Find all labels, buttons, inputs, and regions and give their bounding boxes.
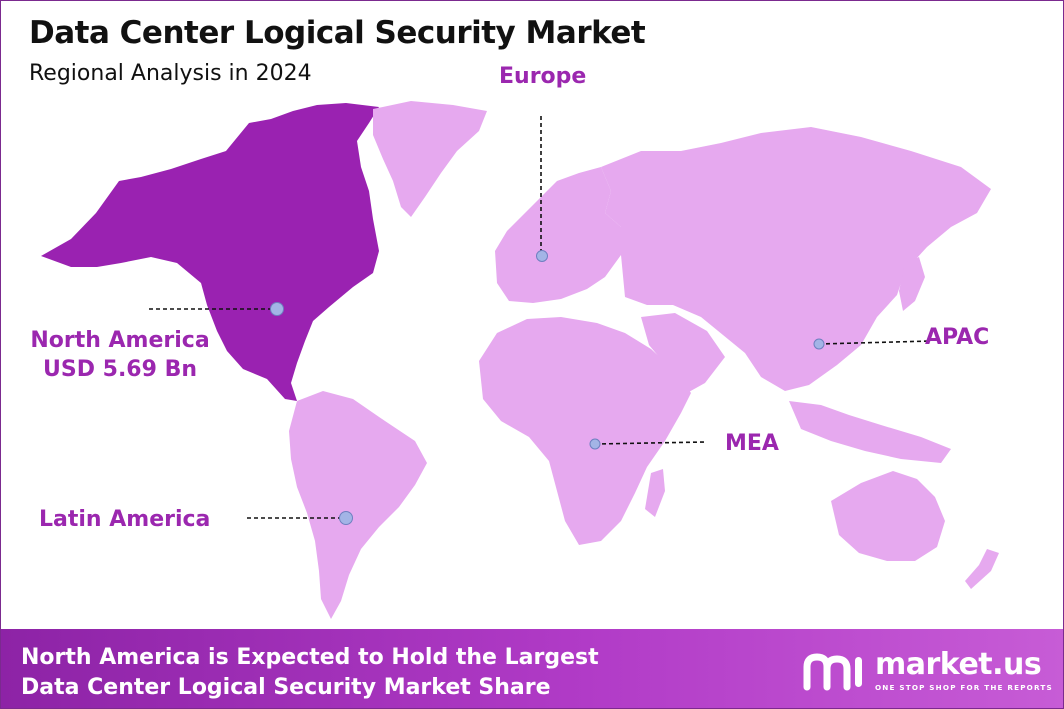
mea-marker	[589, 438, 601, 450]
region-label-mea: MEA	[725, 429, 779, 458]
mea-name: MEA	[725, 431, 779, 456]
asia-shape	[601, 127, 991, 391]
region-label-north-america: North America USD 5.69 Bn	[25, 326, 215, 384]
market-us-logo: market.us ONE STOP SHOP FOR THE REPORTS	[801, 647, 1053, 697]
latin-america-name: Latin America	[39, 507, 211, 532]
europe-marker	[536, 250, 548, 262]
new-zealand-shape	[965, 549, 999, 589]
footer-line-2: Data Center Logical Security Market Shar…	[21, 675, 551, 700]
footer-text: North America is Expected to Hold the La…	[21, 643, 599, 703]
latin-america-marker	[339, 511, 353, 525]
madagascar-shape	[645, 469, 665, 517]
page-title: Data Center Logical Security Market	[29, 15, 646, 51]
north-america-shape	[41, 103, 379, 401]
logo-wordmark: market.us	[875, 647, 1042, 682]
greenland-shape	[373, 101, 487, 217]
europe-name: Europe	[499, 64, 587, 89]
logo-tagline: ONE STOP SHOP FOR THE REPORTS	[875, 683, 1053, 692]
region-label-apac: APAC	[925, 323, 989, 352]
north-america-value: USD 5.69 Bn	[43, 357, 197, 382]
page-subtitle: Regional Analysis in 2024	[29, 61, 312, 86]
indonesia-shape	[789, 401, 951, 463]
footer-line-1: North America is Expected to Hold the La…	[21, 645, 599, 670]
region-label-europe: Europe	[499, 62, 586, 91]
market-us-logo-icon	[803, 653, 862, 691]
europe-shape	[495, 167, 621, 303]
apac-marker	[813, 338, 825, 350]
japan-shape	[899, 257, 925, 311]
world-map	[41, 101, 999, 619]
arabia-shape	[641, 313, 725, 393]
africa-shape	[479, 317, 691, 545]
mea-leader	[594, 441, 706, 445]
australia-shape	[831, 471, 945, 561]
footer-banner: North America is Expected to Hold the La…	[1, 629, 1063, 708]
north-america-name: North America	[30, 328, 210, 353]
apac-name: APAC	[925, 325, 990, 350]
apac-leader	[818, 340, 932, 345]
region-label-latin-america: Latin America	[39, 505, 210, 534]
north-america-marker	[270, 302, 284, 316]
south-america-shape	[289, 391, 427, 619]
